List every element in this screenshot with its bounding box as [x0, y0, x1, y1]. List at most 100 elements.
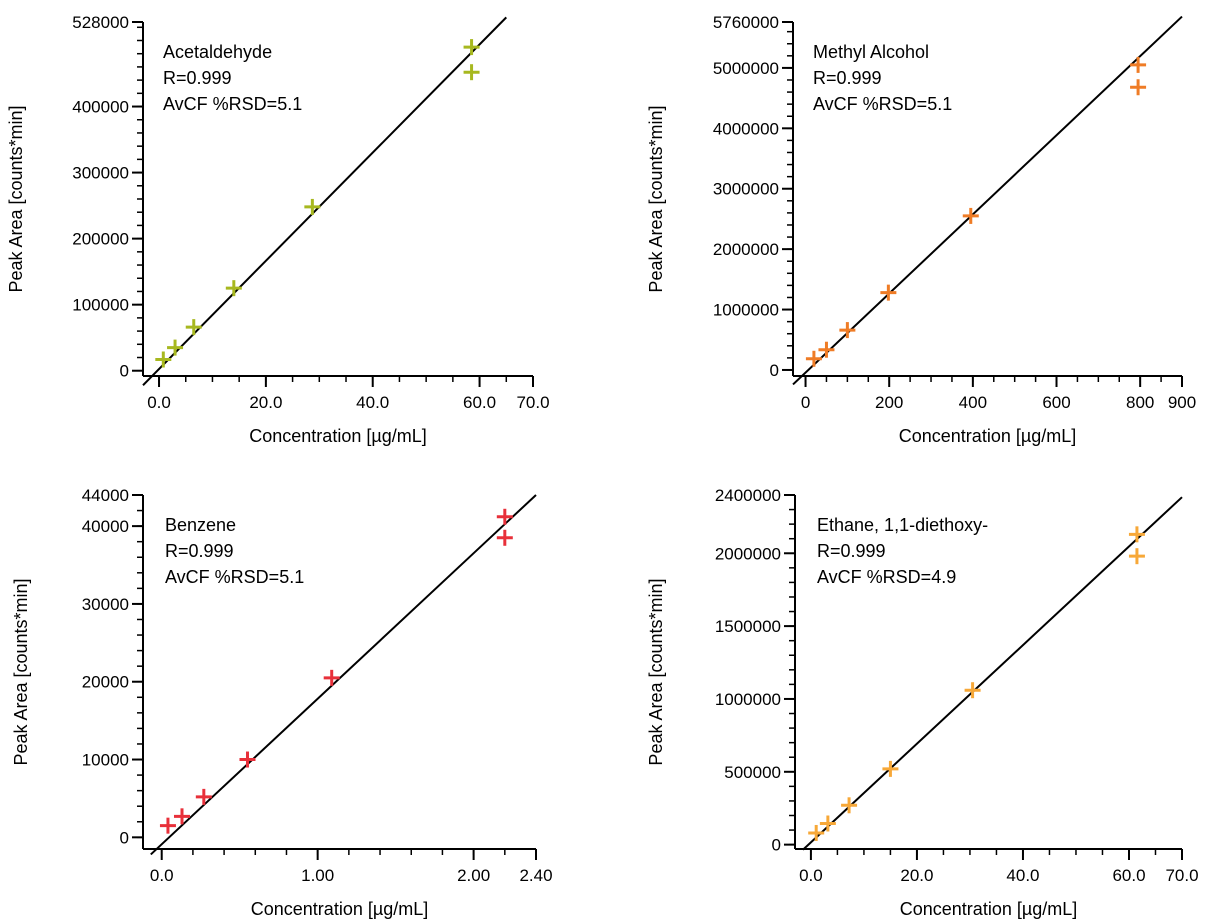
annotation-line: R=0.999 [163, 68, 232, 88]
data-point-ethane-diethoxy [808, 824, 825, 841]
data-point-ethane-diethoxy [1128, 526, 1145, 543]
y-tick-label: 44000 [82, 486, 129, 505]
regression-line [150, 494, 537, 856]
y-tick-label: 100000 [72, 296, 129, 315]
annotation-line: Ethane, 1,1-diethoxy- [817, 515, 988, 535]
data-point-methyl-alcohol [1130, 56, 1147, 73]
regression-line [792, 15, 1183, 386]
methyl-alcohol-panel: 0 200 400 600 800 900 0 1000000 2000000 3000000 40… [646, 13, 1196, 446]
annotation-line: AvCF %RSD=5.1 [813, 94, 952, 114]
y-tick-label: 1500000 [715, 617, 781, 636]
x-tick-label: 0.0 [150, 866, 174, 885]
data-point-benzene [173, 808, 190, 825]
x-axis-title: Concentration [µg/mL] [900, 899, 1077, 919]
x-tick-label: 200 [875, 393, 903, 412]
data-point-ethane-diethoxy [1128, 548, 1145, 565]
y-axis-title: Peak Area [counts*min] [11, 578, 31, 765]
data-point-acetaldehyde [304, 198, 321, 215]
x-tick-label: 400 [959, 393, 987, 412]
data-point-methyl-alcohol [818, 341, 835, 358]
data-point-ethane-diethoxy [882, 760, 899, 777]
annotation-line: Methyl Alcohol [813, 42, 929, 62]
annotation-line: AvCF %RSD=5.1 [165, 567, 304, 587]
data-point-methyl-alcohol [839, 322, 856, 339]
data-point-benzene [496, 508, 513, 525]
x-axis-title: Concentration [µg/mL] [899, 426, 1076, 446]
data-point-benzene [159, 817, 176, 834]
data-point-acetaldehyde [225, 280, 242, 297]
annotation-line: Acetaldehyde [163, 42, 272, 62]
data-point-methyl-alcohol [1130, 79, 1147, 96]
x-tick-label: 600 [1042, 393, 1070, 412]
x-tick-label: 0.0 [147, 393, 171, 412]
annotation-line: R=0.999 [165, 541, 234, 561]
y-axis-title: Peak Area [counts*min] [646, 578, 666, 765]
ethane-diethoxy-panel: 0.0 20.0 40.0 60.0 70.0 0 500000 1000000 1500000… [646, 486, 1199, 919]
annotation-line: AvCF %RSD=4.9 [817, 567, 956, 587]
data-point-acetaldehyde [185, 319, 202, 336]
regression-line [142, 16, 507, 386]
y-tick-label: 2000000 [715, 544, 781, 563]
x-tick-label: 60.0 [463, 393, 496, 412]
data-point-ethane-diethoxy [841, 797, 858, 814]
y-tick-label: 528000 [72, 13, 129, 32]
data-point-ethane-diethoxy [819, 815, 836, 832]
x-tick-label: 900 [1168, 393, 1196, 412]
data-point-benzene [195, 788, 212, 805]
y-tick-label: 40000 [82, 517, 129, 536]
y-tick-label: 10000 [82, 751, 129, 770]
y-tick-label: 2400000 [715, 486, 781, 505]
x-tick-label: 20.0 [900, 866, 933, 885]
regression-line [802, 496, 1183, 851]
x-tick-label: 800 [1126, 393, 1154, 412]
y-tick-label: 200000 [72, 230, 129, 249]
x-tick-label: 2.40 [519, 866, 552, 885]
annotation-line: Benzene [165, 515, 236, 535]
y-tick-label: 1000000 [713, 301, 779, 320]
data-point-benzene [323, 669, 340, 686]
y-tick-label: 3000000 [713, 180, 779, 199]
data-point-benzene [496, 529, 513, 546]
data-point-methyl-alcohol [880, 284, 897, 301]
y-tick-label: 2000000 [713, 240, 779, 259]
acetaldehyde-panel: 0.0 20.0 40.0 60.0 70.0 0 100000 200000 300000 40… [6, 13, 550, 446]
data-point-benzene [239, 751, 256, 768]
x-tick-label: 0.0 [799, 866, 823, 885]
x-axis-title: Concentration [µg/mL] [249, 426, 426, 446]
data-point-ethane-diethoxy [964, 682, 981, 699]
x-tick-label: 1.00 [301, 866, 334, 885]
x-tick-label: 60.0 [1112, 866, 1145, 885]
y-tick-label: 4000000 [713, 119, 779, 138]
y-tick-label: 400000 [72, 98, 129, 117]
y-tick-label: 20000 [82, 673, 129, 692]
y-tick-label: 0 [770, 361, 779, 380]
y-tick-label: 30000 [82, 595, 129, 614]
data-point-acetaldehyde [155, 351, 172, 368]
annotation-line: R=0.999 [813, 68, 882, 88]
y-tick-label: 0 [772, 836, 781, 855]
x-tick-label: 20.0 [249, 393, 282, 412]
x-tick-label: 0 [801, 393, 810, 412]
x-tick-label: 40.0 [356, 393, 389, 412]
y-tick-label: 1000000 [715, 690, 781, 709]
y-tick-label: 300000 [72, 164, 129, 183]
x-tick-label: 70.0 [516, 393, 549, 412]
x-tick-label: 70.0 [1165, 866, 1198, 885]
benzene-panel: 0.0 1.00 2.00 2.40 0 10000 20000 30000 40000 4400… [11, 486, 553, 919]
data-point-acetaldehyde [463, 64, 480, 81]
data-point-acetaldehyde [463, 39, 480, 56]
annotation-line: R=0.999 [817, 541, 886, 561]
annotation-line: AvCF %RSD=5.1 [163, 94, 302, 114]
y-tick-label: 0 [120, 828, 129, 847]
data-point-acetaldehyde [167, 339, 184, 356]
data-point-methyl-alcohol [962, 207, 979, 224]
y-tick-label: 5000000 [713, 59, 779, 78]
y-tick-label: 500000 [724, 763, 781, 782]
y-axis-title: Peak Area [counts*min] [646, 105, 666, 292]
y-tick-label: 0 [120, 362, 129, 381]
x-tick-label: 40.0 [1006, 866, 1039, 885]
x-axis-title: Concentration [µg/mL] [251, 899, 428, 919]
data-point-methyl-alcohol [805, 350, 822, 367]
y-tick-label: 5760000 [713, 13, 779, 32]
